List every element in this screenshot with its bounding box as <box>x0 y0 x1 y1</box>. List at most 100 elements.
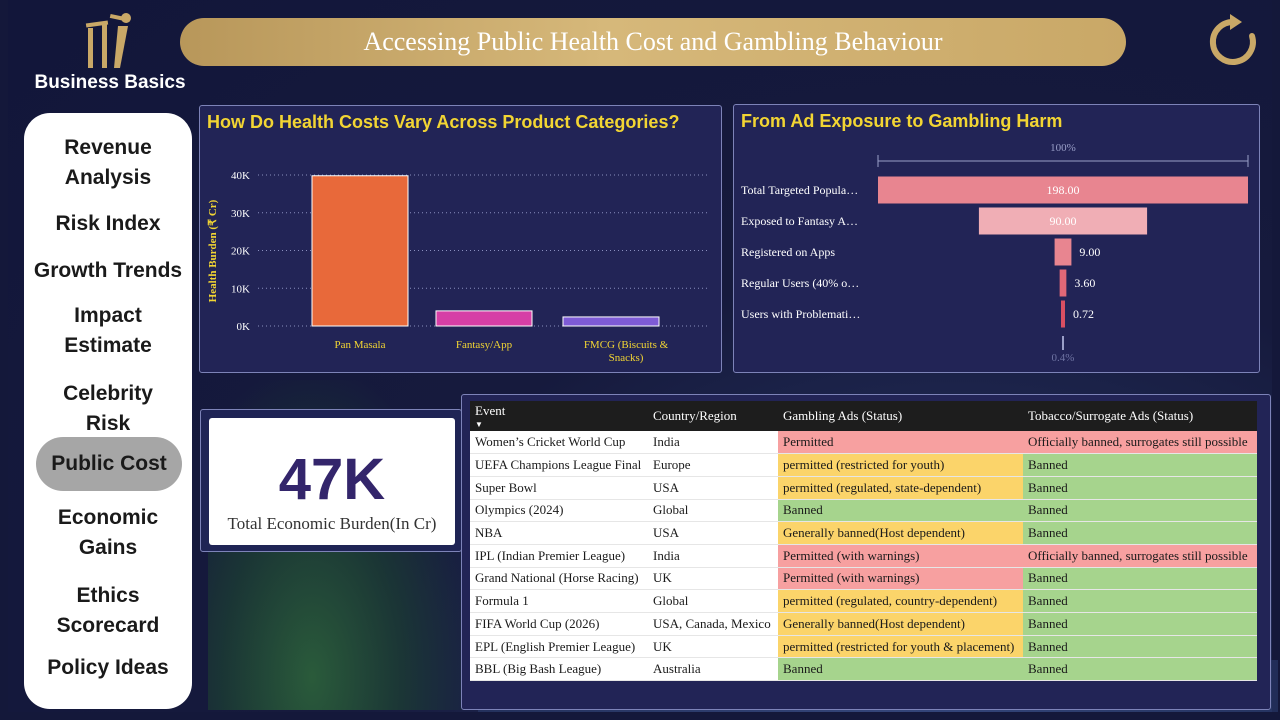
nav-item-revenue-analysis[interactable]: Revenue Analysis <box>24 133 192 193</box>
sort-descending-icon[interactable]: ▼ <box>475 420 483 429</box>
cell-region: Global <box>648 589 778 613</box>
health-cost-chart-title: How Do Health Costs Vary Across Product … <box>207 112 680 132</box>
column-header-gambling-ads-status[interactable]: Gambling Ads (Status) <box>778 401 1023 431</box>
nav-item-label: Policy Ideas <box>47 656 169 679</box>
gambling-funnel-title: From Ad Exposure to Gambling Harm <box>741 111 1063 131</box>
table-row: Grand National (Horse Racing) UK Permitted… <box>470 567 1257 591</box>
cricket-stumps-icon <box>85 13 131 68</box>
cell-tobacco: Banned <box>1023 589 1257 613</box>
cell-tobacco: Banned <box>1023 453 1257 477</box>
brand-logo: Business Basics <box>30 6 190 96</box>
cell-tobacco: Banned <box>1023 567 1257 591</box>
cell-region: India <box>648 544 778 568</box>
table-row: Formula 1 Global permitted (regulated, cou… <box>470 589 1257 613</box>
table-row: BBL (Big Bash League) Australia Banned Bann… <box>470 657 1257 682</box>
cell-gambling: Banned <box>778 499 1023 523</box>
cell-tobacco: Officially banned, surrogates still poss… <box>1023 431 1257 455</box>
cell-tobacco: Banned <box>1023 476 1257 500</box>
cell-event: IPL (Indian Premier League) <box>470 544 648 568</box>
cell-region: USA <box>648 476 778 500</box>
funnel-value-label: 90.00 <box>1050 214 1077 228</box>
nav-item-ethics-scorecard[interactable]: Ethics Scorecard <box>24 581 192 641</box>
nav-item-label: Analysis <box>64 166 152 189</box>
cell-region: India <box>648 431 778 455</box>
nav-item-label: Revenue <box>64 136 152 159</box>
nav-item-policy-ideas[interactable]: Policy Ideas <box>24 653 192 683</box>
table-row: UEFA Champions League Final Europe permitt… <box>470 453 1257 477</box>
table-row: EPL (English Premier League) UK permitted … <box>470 635 1257 659</box>
funnel-bottom-percent: 0.4% <box>1052 352 1075 364</box>
nav-item-celebrity-risk[interactable]: Celebrity Risk <box>24 379 192 439</box>
cell-event: Formula 1 <box>470 589 648 613</box>
column-header-event[interactable]: Event ▼ <box>470 401 648 431</box>
funnel-bar <box>978 207 1148 235</box>
bar-pan-masala <box>311 175 409 327</box>
column-header-label: Tobacco/Surrogate Ads (Status) <box>1028 408 1194 423</box>
event-ads-table: Event ▼ Country/Region Gambling Ads (Status… <box>470 401 1257 682</box>
nav-item-public-cost[interactable]: Public Cost <box>36 437 182 491</box>
cell-gambling: Permitted <box>778 431 1023 455</box>
y-tick-label: 30K <box>231 208 250 220</box>
refresh-icon[interactable] <box>1208 12 1260 68</box>
funnel-stage-label: Registered on Apps <box>741 245 835 259</box>
cell-event: NBA <box>470 521 648 545</box>
cell-region: USA, Canada, Mexico <box>648 612 778 636</box>
nav-item-label: Impact <box>74 304 142 327</box>
nav-item-label: Celebrity <box>63 382 153 405</box>
cell-event: Women’s Cricket World Cup <box>470 431 648 455</box>
cell-event: Grand National (Horse Racing) <box>470 567 648 591</box>
cell-tobacco: Banned <box>1023 657 1257 682</box>
nav-item-growth-trends[interactable]: Growth Trends <box>24 256 192 286</box>
nav-item-label: Growth Trends <box>33 259 183 282</box>
nav-item-label: Scorecard <box>56 614 160 637</box>
y-tick-label: 10K <box>231 283 250 295</box>
cell-event: Super Bowl <box>470 476 648 500</box>
table-row: Women’s Cricket World Cup India Permitted O… <box>470 431 1257 455</box>
brand-name: Business Basics <box>34 72 186 93</box>
cell-gambling: Generally banned(Host dependent) <box>778 612 1023 636</box>
funnel-stage-label: Exposed to Fantasy A… <box>741 214 858 228</box>
cell-gambling: permitted (restricted for youth & placem… <box>778 635 1023 659</box>
page-title-bar: Accessing Public Health Cost and Gamblin… <box>180 18 1126 66</box>
cell-region: Australia <box>648 657 778 682</box>
table-row: FIFA World Cup (2026) USA, Canada, Mexico… <box>470 612 1257 636</box>
nav-item-label: Estimate <box>64 334 152 357</box>
cell-event: BBL (Big Bash League) <box>470 657 648 682</box>
nav-item-label: Ethics <box>76 584 140 607</box>
nav-item-impact-estimate[interactable]: Impact Estimate <box>24 301 192 361</box>
health-cost-bar-chart: 0K 10K 20K 30K 40K Health Burden (₹ Cr) Pan Ma… <box>207 170 710 364</box>
funnel-stage-label: Regular Users (40% o… <box>741 276 859 290</box>
x-tick-label: Pan Masala <box>334 339 385 351</box>
table-row: IPL (Indian Premier League) India Permitte… <box>470 544 1257 568</box>
nav-item-economic-gains[interactable]: Economic Gains <box>24 503 192 563</box>
funnel-bar <box>1054 238 1072 266</box>
cell-region: UK <box>648 635 778 659</box>
cell-event: Olympics (2024) <box>470 499 648 523</box>
cell-gambling: Banned <box>778 657 1023 682</box>
sidebar-nav: Revenue Analysis Risk Index Growth Trends Im… <box>24 113 192 709</box>
economic-burden-kpi-card: 47K Total Economic Burden(In Cr) <box>200 409 462 552</box>
column-header-label: Gambling Ads (Status) <box>783 408 903 423</box>
cell-gambling: permitted (regulated, country-dependent) <box>778 589 1023 613</box>
cell-region: USA <box>648 521 778 545</box>
column-header-tobacco-surrogate-ads-status[interactable]: Tobacco/Surrogate Ads (Status) <box>1023 401 1257 431</box>
funnel-bar <box>878 176 1248 204</box>
kpi-value: 47K <box>278 447 386 512</box>
nav-item-label: Public Cost <box>51 452 167 475</box>
cell-tobacco: Banned <box>1023 612 1257 636</box>
kpi-label: Total Economic Burden(In Cr) <box>227 514 437 533</box>
x-tick-label: FMCG (Biscuits & Snacks) <box>584 339 669 364</box>
event-ads-table-card: Event ▼ Country/Region Gambling Ads (Status… <box>461 394 1271 710</box>
nav-item-label: Risk <box>85 412 131 435</box>
column-header-country-region[interactable]: Country/Region <box>648 401 778 431</box>
page-title: Accessing Public Health Cost and Gamblin… <box>363 27 943 56</box>
funnel-bar <box>1059 269 1067 297</box>
gambling-funnel-card: From Ad Exposure to Gambling Harm 100% To… <box>733 104 1260 373</box>
y-axis-label: Health Burden (₹ Cr) <box>207 199 219 302</box>
nav-item-label: Economic <box>57 506 159 529</box>
funnel-top-percent: 100% <box>1050 142 1076 154</box>
cell-gambling: permitted (restricted for youth) <box>778 453 1023 477</box>
nav-item-risk-index[interactable]: Risk Index <box>24 209 192 239</box>
cell-event: UEFA Champions League Final <box>470 453 648 477</box>
table-row: Olympics (2024) Global Banned Banned <box>470 499 1257 523</box>
